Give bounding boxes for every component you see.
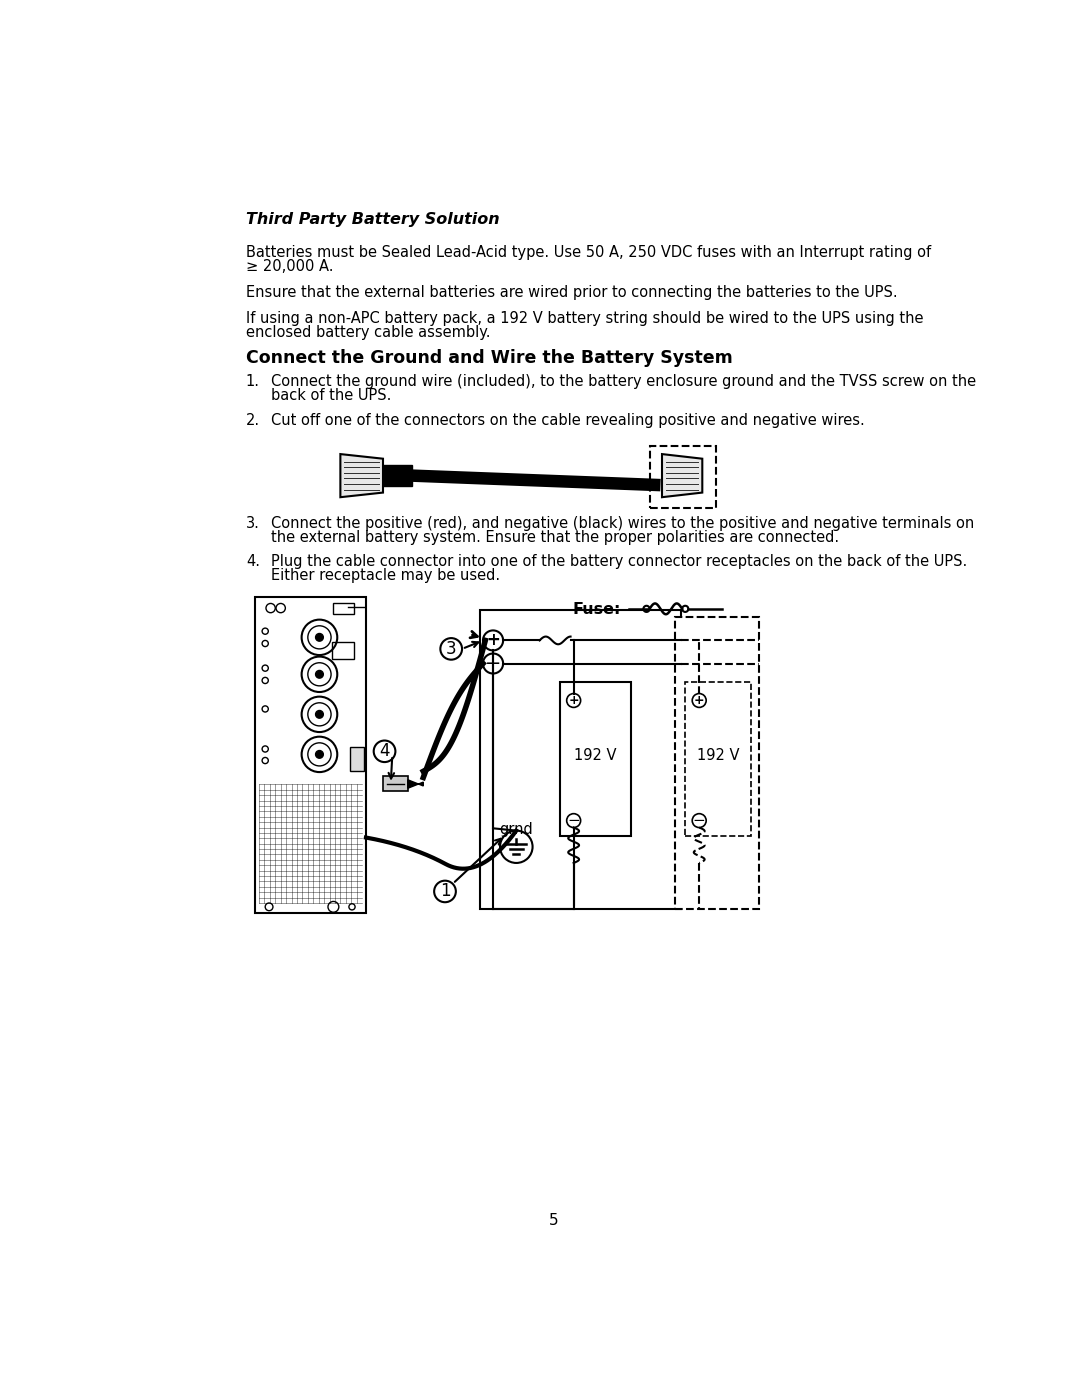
Text: Third Party Battery Solution: Third Party Battery Solution [246, 211, 499, 226]
Text: 5: 5 [549, 1214, 558, 1228]
Polygon shape [340, 454, 383, 497]
Bar [350, 746, 364, 771]
Text: Batteries must be Sealed Lead-Acid type. Use 50 A, 250 VDC fuses with an Interru: Batteries must be Sealed Lead-Acid type.… [246, 244, 931, 260]
Text: 4: 4 [379, 742, 390, 760]
Text: 2.: 2. [246, 412, 260, 427]
Bar [255, 598, 366, 914]
Circle shape [441, 638, 462, 659]
Text: Either receptacle may be used.: Either receptacle may be used. [271, 569, 500, 583]
Text: grnd: grnd [499, 823, 534, 837]
Bar [650, 447, 716, 509]
Circle shape [374, 740, 395, 763]
Text: +: + [693, 694, 704, 707]
Text: Fuse:: Fuse: [572, 602, 621, 617]
Text: Ensure that the external batteries are wired prior to connecting the batteries t: Ensure that the external batteries are w… [246, 285, 897, 300]
Text: ≥ 20,000 A.: ≥ 20,000 A. [246, 258, 334, 274]
Polygon shape [662, 454, 702, 497]
Text: 1: 1 [440, 883, 450, 901]
Bar [333, 604, 354, 615]
Text: back of the UPS.: back of the UPS. [271, 388, 391, 402]
Text: 192 V: 192 V [697, 747, 740, 763]
Text: 4.: 4. [246, 555, 260, 569]
Bar [383, 465, 413, 486]
Text: −: − [567, 813, 580, 828]
Circle shape [315, 750, 323, 759]
Bar [685, 682, 751, 835]
Circle shape [315, 671, 323, 678]
Circle shape [692, 813, 706, 827]
Text: +: + [568, 694, 579, 707]
Text: If using a non-APC battery pack, a 192 V battery string should be wired to the U: If using a non-APC battery pack, a 192 V… [246, 312, 923, 326]
Bar [559, 682, 631, 835]
Circle shape [315, 711, 323, 718]
Text: Connect the positive (red), and negative (black) wires to the positive and negat: Connect the positive (red), and negative… [271, 515, 974, 531]
Bar [480, 610, 681, 909]
Text: Connect the ground wire (included), to the battery enclosure ground and the TVSS: Connect the ground wire (included), to t… [271, 374, 975, 388]
Circle shape [567, 813, 581, 827]
Circle shape [500, 831, 532, 863]
Text: −: − [485, 654, 501, 673]
Bar [383, 775, 408, 791]
Text: 3.: 3. [246, 515, 259, 531]
Text: Plug the cable connector into one of the battery connector receptacles on the ba: Plug the cable connector into one of the… [271, 555, 967, 569]
Text: 3: 3 [446, 640, 457, 658]
Text: +: + [486, 631, 500, 650]
Circle shape [483, 630, 503, 651]
Circle shape [315, 633, 323, 641]
Circle shape [692, 693, 706, 707]
Text: Cut off one of the connectors on the cable revealing positive and negative wires: Cut off one of the connectors on the cab… [271, 412, 864, 427]
Text: 192 V: 192 V [575, 747, 617, 763]
Circle shape [434, 880, 456, 902]
Polygon shape [408, 780, 423, 788]
Text: 1.: 1. [246, 374, 260, 388]
Circle shape [483, 654, 503, 673]
Bar [675, 616, 759, 909]
Text: enclosed battery cable assembly.: enclosed battery cable assembly. [246, 324, 490, 339]
Text: Connect the Ground and Wire the Battery System: Connect the Ground and Wire the Battery … [246, 349, 732, 366]
Bar [332, 643, 353, 659]
Text: −: − [693, 813, 705, 828]
Circle shape [567, 693, 581, 707]
Text: the external battery system. Ensure that the proper polarities are connected.: the external battery system. Ensure that… [271, 529, 839, 545]
